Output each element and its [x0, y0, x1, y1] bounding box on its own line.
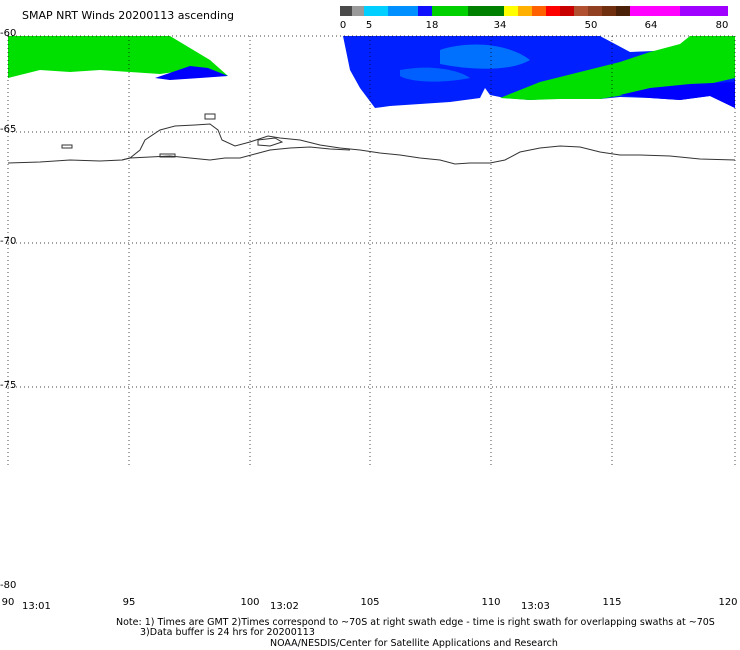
- colorbar-segment: [680, 6, 728, 16]
- lon-label: 100: [240, 597, 260, 608]
- colorbar-segment: [468, 6, 504, 16]
- footnote-line-1: Note: 1) Times are GMT 2)Times correspon…: [116, 617, 715, 628]
- colorbar-segment: [532, 6, 546, 16]
- colorbar-label: 0: [339, 20, 347, 31]
- colorbar-segment: [432, 6, 468, 16]
- colorbar-label: 34: [493, 20, 507, 31]
- map-title: SMAP NRT Winds 20200113 ascending: [22, 9, 235, 22]
- colorbar-segment: [560, 6, 574, 16]
- colorbar-segment: [546, 6, 560, 16]
- colorbar-label: 18: [425, 20, 439, 31]
- colorbar-segment: [418, 6, 432, 16]
- wind-swath-left: [8, 36, 228, 80]
- colorbar-segment: [574, 6, 588, 16]
- coastline: [7, 113, 736, 165]
- colorbar-segment: [388, 6, 418, 16]
- colorbar-label: 64: [644, 20, 658, 31]
- colorbar-label: 50: [584, 20, 598, 31]
- lon-label: 115: [602, 597, 622, 608]
- footnote-line-3: NOAA/NESDIS/Center for Satellite Applica…: [270, 638, 558, 649]
- colorbar-segment: [518, 6, 532, 16]
- colorbar-segment: [504, 6, 518, 16]
- wind-swath-right: [343, 36, 735, 108]
- colorbar-segment: [588, 6, 602, 16]
- lon-label: 120: [718, 597, 738, 608]
- lat-label: -60: [0, 28, 17, 39]
- colorbar-label: 80: [715, 20, 729, 31]
- time-label: 13:01: [22, 601, 51, 612]
- colorbar-segment: [602, 6, 616, 16]
- colorbar-segment: [352, 6, 364, 16]
- lat-label: -70: [0, 236, 17, 247]
- lon-label: 90: [1, 597, 15, 608]
- footnote-line-2: 3)Data buffer is 24 hrs for 20200113: [140, 627, 315, 638]
- time-label: 13:02: [270, 601, 299, 612]
- lon-label: 110: [481, 597, 501, 608]
- colorbar-label: 5: [365, 20, 373, 31]
- colorbar-segment: [616, 6, 630, 16]
- colorbar-segment: [340, 6, 352, 16]
- lon-label: 95: [122, 597, 136, 608]
- lon-label: 105: [360, 597, 380, 608]
- colorbar-segment: [364, 6, 388, 16]
- colorbar-segment: [630, 6, 680, 16]
- time-label: 13:03: [521, 601, 550, 612]
- lat-label: -75: [0, 380, 17, 391]
- lat-label: -65: [0, 124, 17, 135]
- wind-speed-colorbar: [340, 6, 728, 16]
- lat-label: -80: [0, 580, 17, 591]
